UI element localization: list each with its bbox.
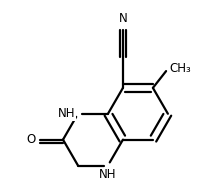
Text: NH: NH [58, 107, 75, 120]
Text: N: N [119, 12, 127, 25]
Text: CH₃: CH₃ [169, 62, 191, 75]
Text: NH: NH [99, 168, 117, 181]
Text: O: O [27, 133, 36, 146]
